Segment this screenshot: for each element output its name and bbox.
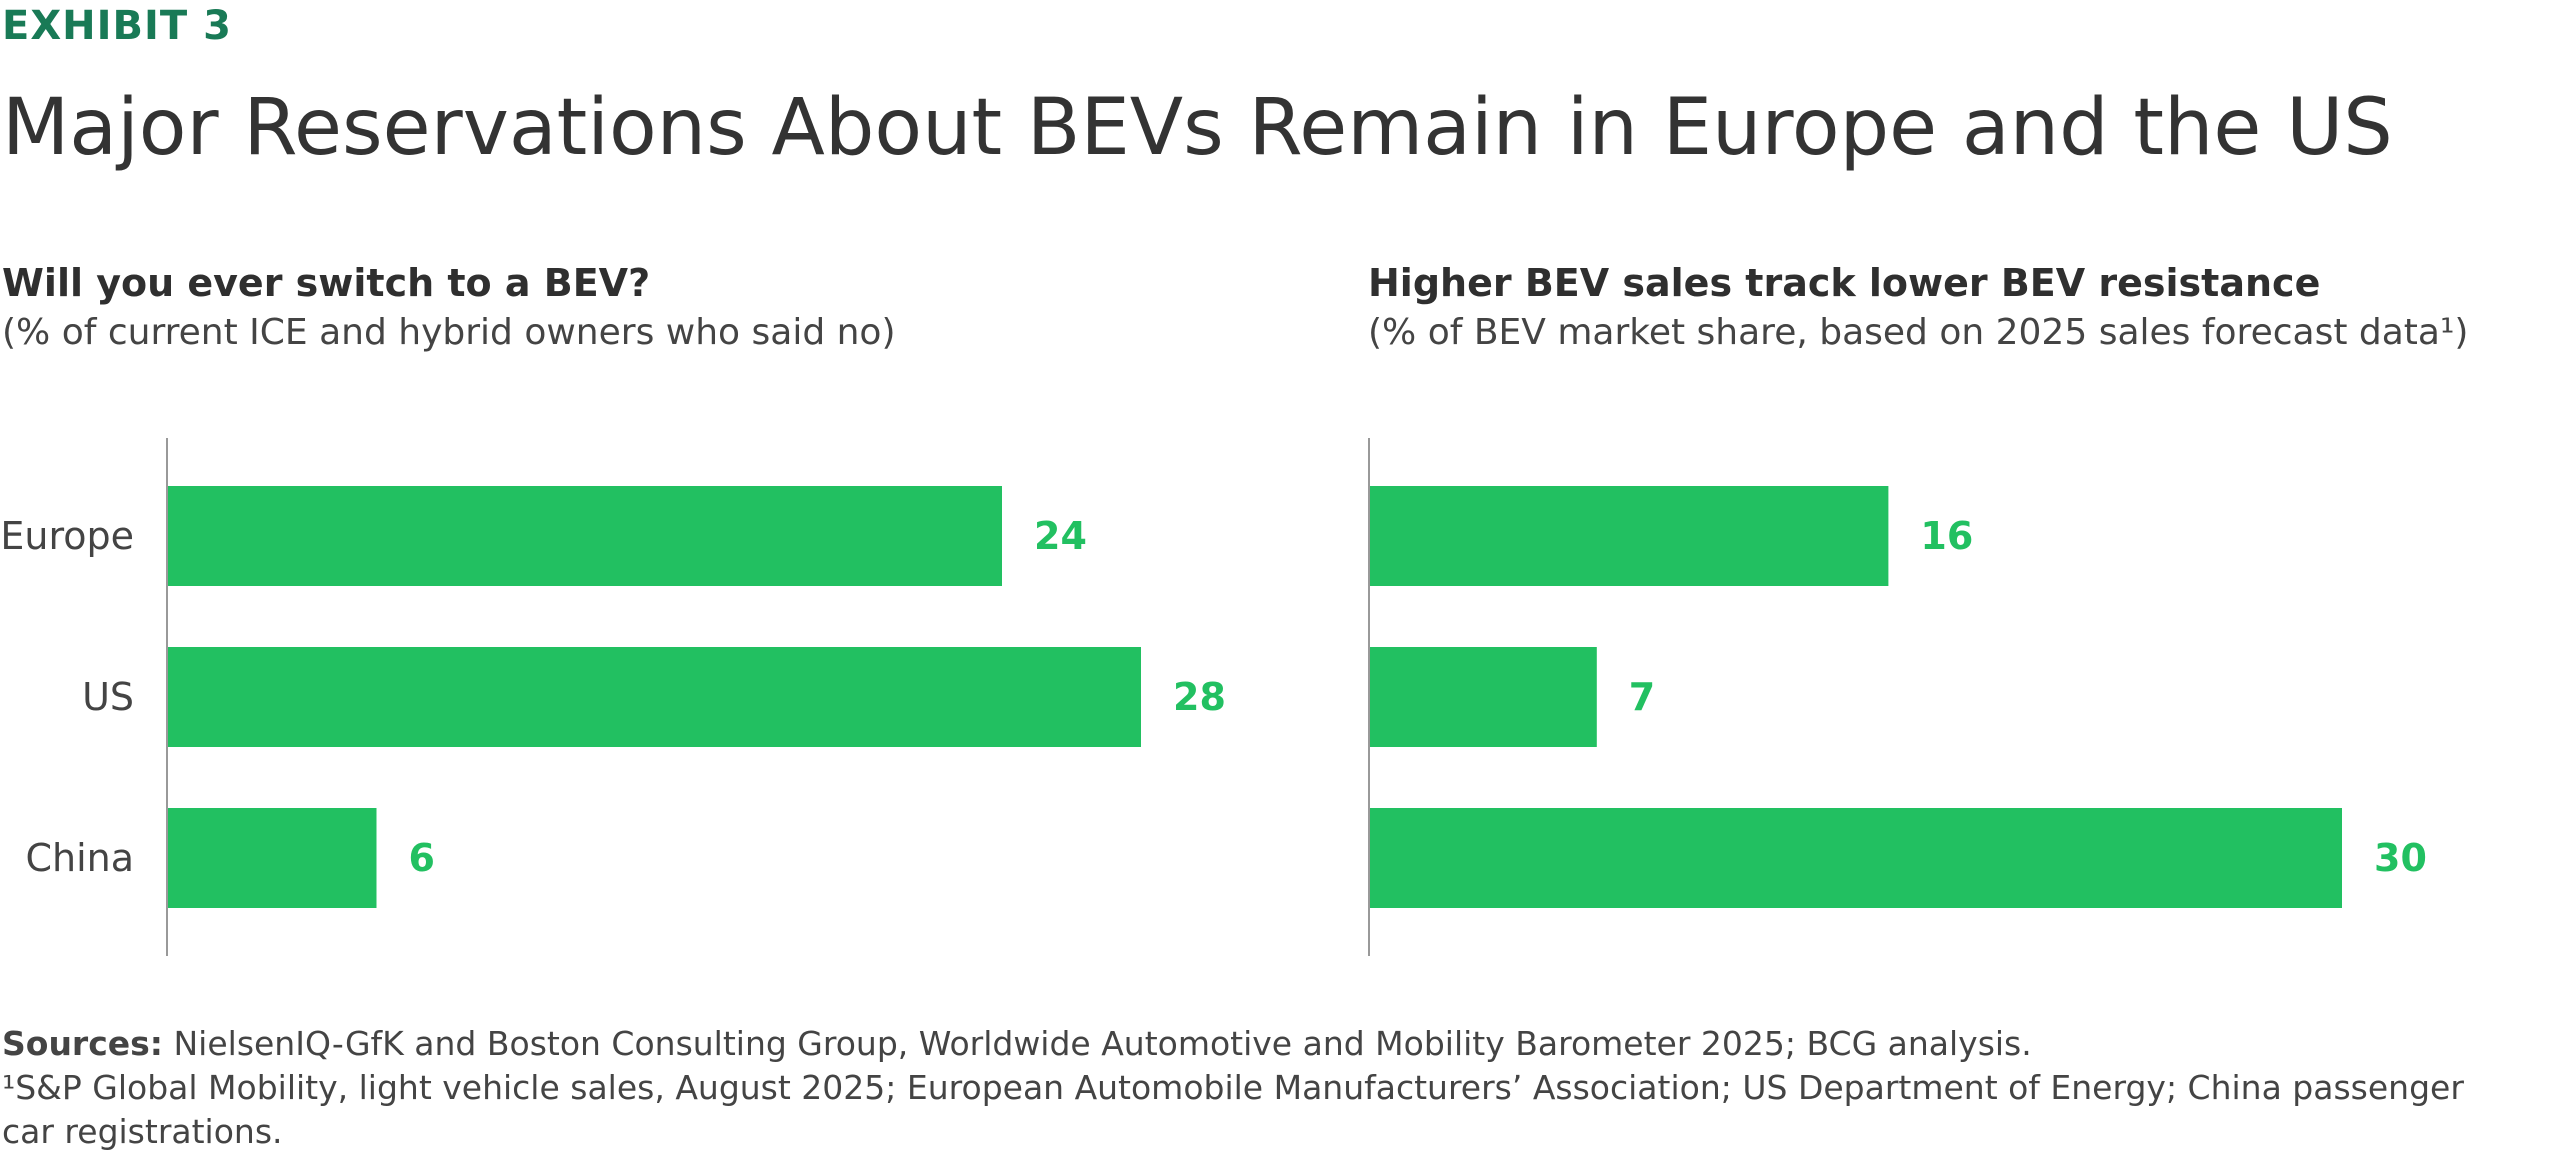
right-value-label: 7 — [1629, 675, 1655, 719]
sources-line: Sources: NielsenIQ-GfK and Boston Consul… — [2, 1022, 2522, 1066]
right-chart-subtitle: (% of BEV market share, based on 2025 sa… — [1368, 312, 2469, 353]
left-bar-chart: Europe 24 US 28 China 6 — [0, 438, 1226, 956]
sources-text: NielsenIQ-GfK and Boston Consulting Grou… — [163, 1024, 2032, 1063]
right-chart-title: Higher BEV sales track lower BEV resista… — [1368, 261, 2321, 305]
left-value-label: 24 — [1034, 514, 1087, 558]
footnote: ¹S&P Global Mobility, light vehicle sale… — [2, 1068, 2464, 1151]
left-bar-china — [168, 808, 377, 908]
page-title: Major Reservations About BEVs Remain in … — [2, 83, 2393, 173]
left-value-label: 28 — [1173, 675, 1226, 719]
left-value-label: 6 — [409, 836, 435, 880]
left-category-label: Europe — [0, 514, 134, 558]
right-bar-europe — [1370, 486, 1889, 586]
left-chart-title: Will you ever switch to a BEV? — [2, 261, 651, 305]
right-value-label: 30 — [2374, 836, 2427, 880]
footer: Sources: NielsenIQ-GfK and Boston Consul… — [2, 1022, 2522, 1154]
right-bar-chart: 16 7 30 — [1368, 438, 2427, 956]
left-chart-subtitle: (% of current ICE and hybrid owners who … — [2, 312, 896, 353]
left-bar-us — [168, 647, 1141, 747]
exhibit-label: EXHIBIT 3 — [2, 3, 232, 49]
sources-label: Sources: — [2, 1024, 163, 1063]
right-value-label: 16 — [1920, 514, 1973, 558]
left-category-label: China — [25, 836, 134, 880]
right-bar-china — [1370, 808, 2342, 908]
left-category-label: US — [82, 675, 134, 719]
right-bar-us — [1370, 647, 1597, 747]
left-bar-europe — [168, 486, 1002, 586]
